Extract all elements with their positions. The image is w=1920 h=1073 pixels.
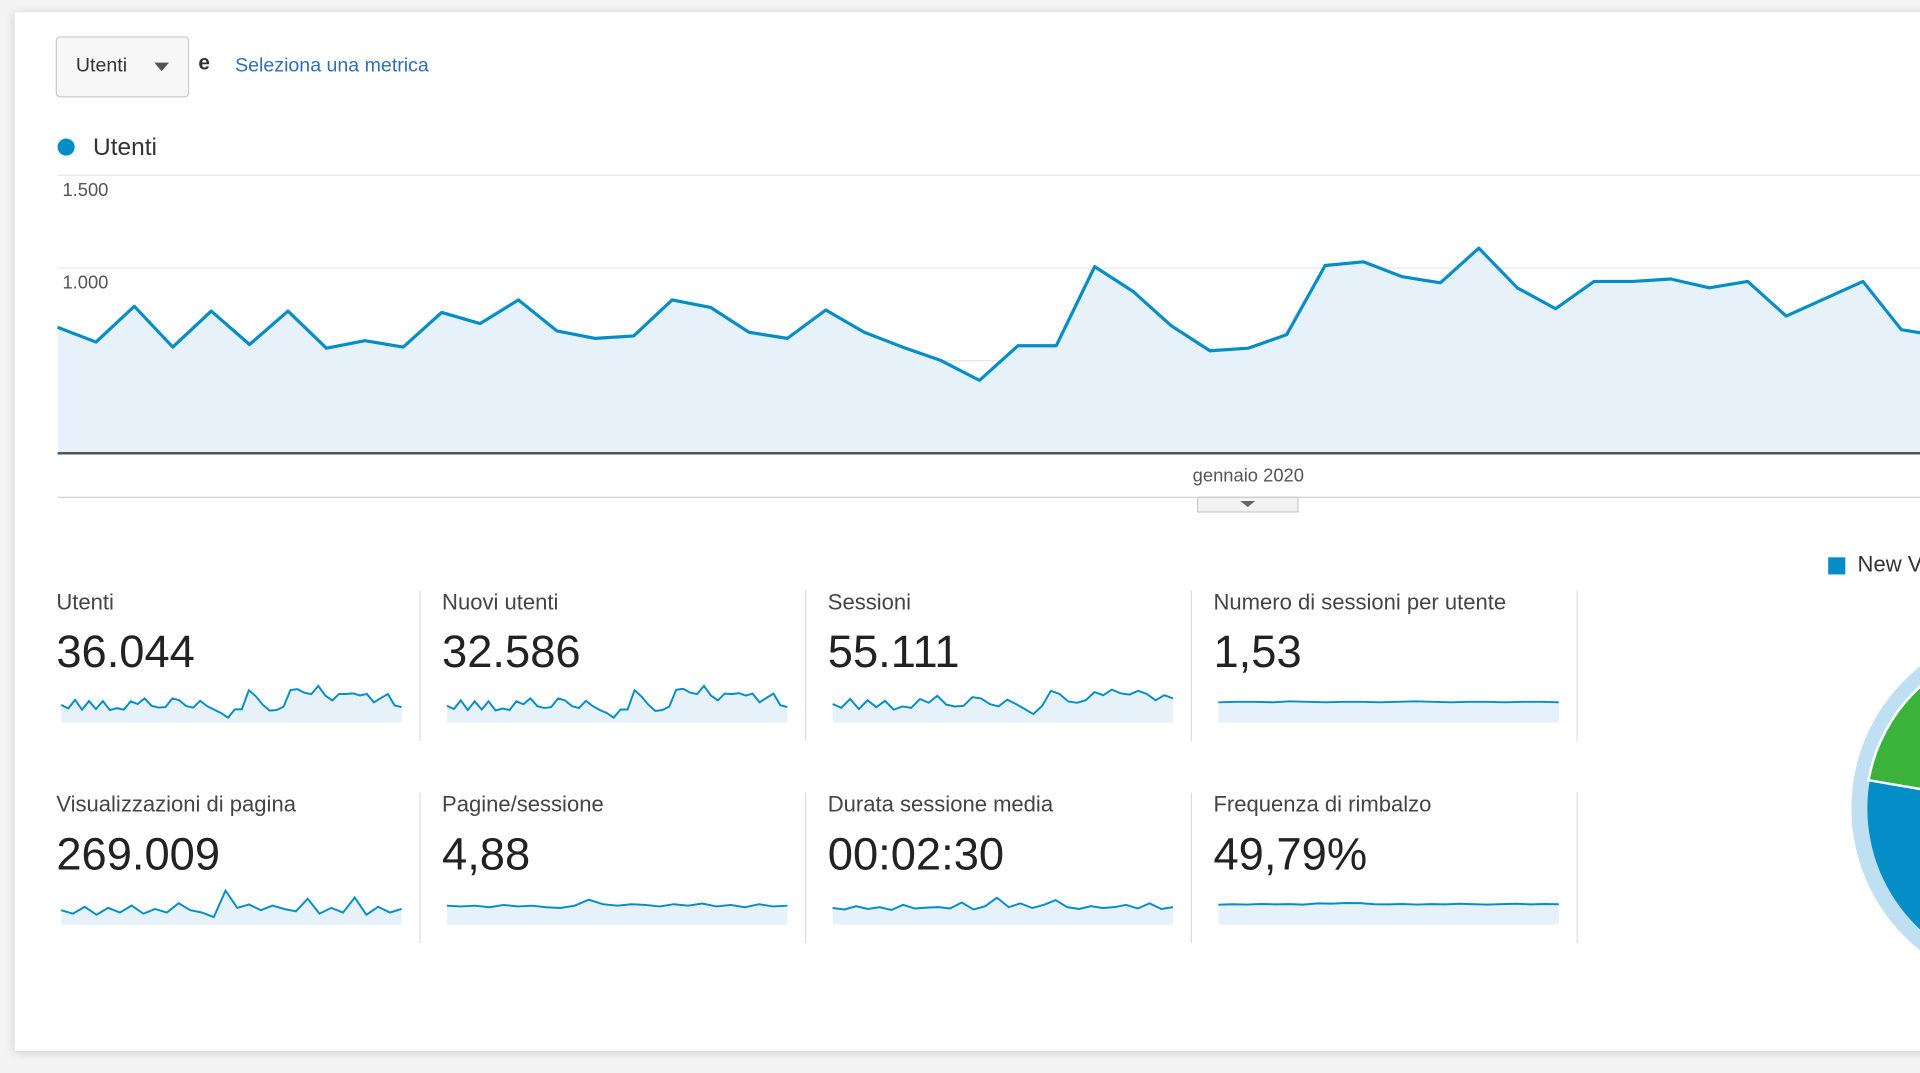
- dropdown-caret: [154, 62, 169, 72]
- card: [14, 12, 1920, 1051]
- sparkline: [832, 896, 1174, 911]
- sparkline: [446, 684, 788, 720]
- metric-label: Sessioni: [828, 590, 911, 615]
- line: [56, 246, 1920, 382]
- metric-card: Sessioni 55.111: [828, 590, 1193, 741]
- metric-card: Utenti 36.044: [56, 590, 421, 741]
- pie-slice: [1867, 685, 1920, 791]
- metric-card: Numero di sessioni per utente 1,53: [1213, 590, 1578, 741]
- collapse-caret: [1240, 500, 1256, 508]
- sparkline-area: [1218, 701, 1559, 723]
- dropdown-box[interactable]: [55, 36, 190, 98]
- metric-card: Pagine/sessione 4,88: [442, 792, 807, 944]
- x-tick-label: gennaio 2020: [1193, 464, 1304, 485]
- metric-value: 4,88: [442, 828, 530, 879]
- pie-legend-label: New V: [1858, 552, 1920, 577]
- pie-legend-swatch: [1828, 557, 1846, 575]
- metric-label: Utenti: [56, 590, 114, 615]
- sparkline: [832, 688, 1174, 716]
- sparkline-area: [446, 685, 788, 723]
- sparkline: [446, 898, 788, 909]
- metric-value: 36.044: [56, 626, 195, 677]
- sparkline-area: [832, 897, 1174, 925]
- y-tick-label: 1.000: [62, 272, 108, 293]
- metric-value: 32.586: [442, 626, 581, 677]
- metric-card: Nuovi utenti 32.586: [442, 590, 807, 741]
- metric-card: Frequenza di rimbalzo 49,79%: [1213, 792, 1578, 944]
- metric-card: Durata sessione media 00:02:30: [828, 792, 1193, 944]
- select-metric-link[interactable]: Seleziona una metrica: [235, 54, 429, 76]
- metric-label: Numero di sessioni per utente: [1213, 590, 1506, 615]
- dropdown-label[interactable]: Utenti: [76, 54, 127, 76]
- metric-label: Visualizzazioni di pagina: [56, 792, 296, 817]
- metric-value: 269.009: [56, 828, 220, 879]
- sparkline-area: [832, 689, 1174, 723]
- metric-value: 49,79%: [1213, 828, 1367, 879]
- legend-label: Utenti: [93, 134, 157, 161]
- sparkline: [60, 888, 402, 919]
- metric-card: Visualizzazioni di pagina 269.009: [56, 792, 421, 944]
- metric-label: Nuovi utenti: [442, 590, 558, 615]
- area: [57, 248, 1920, 454]
- conjunction: e: [198, 51, 210, 74]
- y-tick-label: 1.500: [62, 179, 108, 200]
- sparkline: [1218, 700, 1559, 704]
- metric-value: 00:02:30: [828, 828, 1004, 879]
- legend-marker: [57, 138, 75, 156]
- pie-area: New V: [1828, 552, 1920, 951]
- sparkline-area: [61, 890, 402, 925]
- sparkline: [60, 684, 402, 720]
- metric-value: 1,53: [1213, 626, 1301, 677]
- metric-value: 55.111: [828, 626, 960, 677]
- metric-dropdown[interactable]: Utenti: [55, 36, 190, 98]
- metrics-grid: Utenti 36.044 Nuovi utenti 32.586 Sessioni 55…: [56, 590, 1578, 944]
- metric-label: Frequenza di rimbalzo: [1213, 792, 1431, 817]
- sparkline-area: [1218, 902, 1559, 925]
- metric-label: Pagine/sessione: [442, 792, 604, 817]
- sparkline-area: [61, 685, 402, 723]
- sparkline: [1218, 902, 1559, 906]
- metric-label: Durata sessione media: [828, 792, 1054, 817]
